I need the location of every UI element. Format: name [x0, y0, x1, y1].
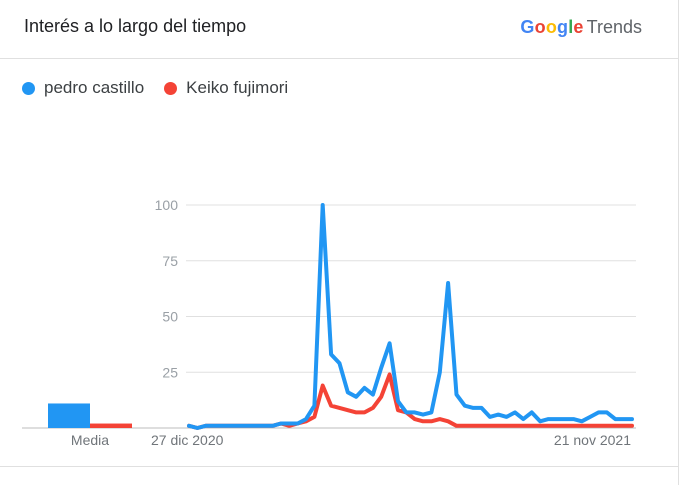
line-chart[interactable]: 100 75 50 25 27 dic 2020 21 nov 2021 Media	[0, 0, 678, 466]
average-bar-Keiko-fujimori	[90, 423, 132, 428]
google-letter-0: G	[520, 17, 535, 37]
x-label-end: 21 nov 2021	[554, 432, 631, 448]
legend-item-pedro-castillo[interactable]: pedro castillo	[22, 78, 144, 98]
y-tick-label-25: 25	[162, 364, 178, 380]
card-title: Interés a lo largo del tiempo	[24, 16, 247, 36]
google-trends-logo: Google Trends	[520, 17, 642, 38]
google-wordmark: Google	[520, 17, 583, 37]
y-tick-label-100: 100	[155, 197, 179, 213]
y-tick-label-75: 75	[162, 253, 178, 269]
google-letter-5: e	[573, 17, 584, 37]
google-letter-2: o	[545, 17, 558, 37]
google-letter-1: o	[534, 17, 546, 37]
chart-legend: pedro castillo Keiko fujimori	[22, 78, 308, 98]
series-line-pedro-castillo	[187, 203, 634, 430]
legend-label-keiko-fujimori: Keiko fujimori	[186, 78, 289, 97]
google-letter-4: l	[568, 17, 574, 37]
legend-label-pedro-castillo: pedro castillo	[44, 78, 145, 97]
card-header: Interés a lo largo del tiempo Google Tren…	[0, 0, 678, 59]
card-footer-divider	[0, 466, 678, 467]
legend-dot-keiko-fujimori	[164, 81, 178, 95]
x-label-start: 27 dic 2020	[151, 432, 224, 448]
average-bar-pedro-castillo	[48, 403, 90, 428]
google-letter-3: g	[557, 17, 569, 37]
legend-dot-pedro-castillo	[22, 81, 35, 95]
y-tick-label-50: 50	[162, 309, 178, 325]
legend-item-keiko-fujimori[interactable]: Keiko fujimori	[164, 78, 288, 98]
average-label: Media	[71, 432, 109, 448]
trends-wordmark: Trends	[586, 17, 642, 37]
